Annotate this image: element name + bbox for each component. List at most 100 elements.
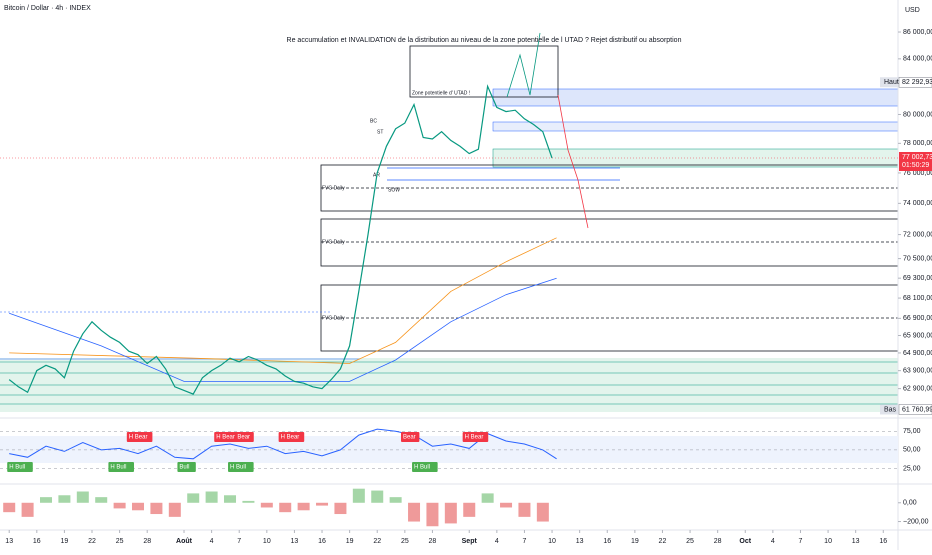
y-tick-label: 76 000,00 [903, 170, 932, 177]
divergence-text: H Bull [230, 465, 246, 471]
macd-bar [316, 502, 329, 506]
divergence-text: H Bull [110, 465, 126, 471]
macd-bar [58, 495, 71, 503]
annotation: Zone potentielle d' UTAD ! [412, 90, 470, 96]
macd-bar [463, 502, 476, 517]
divergence-label [235, 432, 254, 442]
divergence-text: Bear [237, 435, 250, 441]
macd-bar [40, 497, 53, 503]
x-tick-label: 16 [603, 538, 611, 545]
macd-bar [518, 502, 531, 517]
x-tick-label: 7 [522, 538, 526, 545]
currency: USD [905, 7, 920, 14]
y-tick-label: 84 000,00 [903, 56, 932, 63]
x-tick-label: 16 [879, 538, 887, 545]
y-tick-label: 64 900,00 [903, 350, 932, 357]
macd-bar [389, 497, 402, 503]
x-tick-label: 19 [631, 538, 639, 545]
x-tick-label: 4 [495, 538, 499, 545]
x-tick-label: 25 [116, 538, 124, 545]
y-tick-label: 74 000,00 [903, 200, 932, 207]
divergence-label [177, 462, 196, 472]
divergence-label [108, 462, 135, 472]
y-tick-label: 65 900,00 [903, 332, 932, 339]
y-tick-label: 75,00 [903, 428, 921, 435]
divergence-text: H Bear [281, 435, 300, 441]
price-label [898, 77, 932, 88]
scenario-arrow [506, 32, 541, 98]
x-tick-label: 19 [61, 538, 69, 545]
y-tick-label: −200,00 [903, 518, 929, 525]
annotation: Re accumulation et INVALIDATION de la di… [287, 37, 682, 44]
scenario-arrow [557, 94, 589, 229]
supply-zone [492, 88, 899, 107]
divergence-label [126, 432, 153, 442]
y-tick-label: 25,00 [903, 465, 921, 472]
macd-bar [168, 502, 181, 517]
annotation: ST [377, 129, 383, 135]
supply-zone [492, 121, 899, 132]
macd-bar [95, 497, 108, 503]
symbol-title: Bitcoin / Dollar · 4h · INDEX [4, 5, 91, 12]
y-tick-label: 0,00 [903, 500, 917, 507]
divergence-label [7, 462, 33, 472]
macd-bar [297, 502, 310, 511]
annotation: FVG Daily [322, 185, 345, 191]
label-bg [880, 77, 898, 88]
y-tick-label: 86 000,00 [903, 29, 932, 36]
macd-bar [371, 490, 384, 503]
macd-bar [334, 502, 347, 515]
x-tick-label: 22 [88, 538, 96, 545]
macd-bar [224, 495, 237, 503]
macd-bar [21, 502, 34, 517]
macd-bar [132, 502, 145, 511]
x-tick-label: 22 [659, 538, 667, 545]
countdown: 01:50:29 [902, 162, 929, 169]
annotation: FVG Daily [322, 315, 345, 321]
macd-bar [205, 491, 218, 503]
y-tick-label: 78 000,00 [903, 140, 932, 147]
last-price: 77 002,73 [902, 154, 932, 161]
divergence-text: Bear [403, 435, 416, 441]
x-tick-label: 16 [318, 538, 326, 545]
x-tick-label: 25 [686, 538, 694, 545]
divergence-text: H Bear [129, 435, 148, 441]
divergence-text: H Bear [216, 435, 235, 441]
divergence-text: Bull [179, 465, 189, 471]
divergence-label [228, 462, 254, 472]
annotation: BC [370, 118, 377, 124]
x-tick-label: Sept [462, 538, 478, 545]
x-tick-label: 4 [210, 538, 214, 545]
x-tick-label: Août [176, 538, 193, 545]
moving-average [9, 237, 557, 364]
moving-average [9, 277, 557, 382]
x-tick-label: 22 [373, 538, 381, 545]
label-bg [880, 404, 898, 415]
divergence-label [412, 462, 438, 472]
macd-bar [426, 502, 439, 527]
divergence-label [400, 432, 420, 442]
divergence-label [278, 432, 305, 442]
macd-bar [481, 493, 494, 503]
x-tick-label: Oct [739, 538, 751, 545]
macd-bar [500, 502, 513, 508]
annotation: SOW [388, 187, 400, 193]
macd-bar [242, 500, 255, 503]
x-tick-label: 28 [429, 538, 437, 545]
x-tick-label: 7 [237, 538, 241, 545]
price-label-text: 82 292,93 [902, 79, 932, 86]
macd-bar [76, 491, 89, 503]
macd-bar [3, 502, 16, 513]
macd-bar [444, 502, 457, 524]
y-tick-label: 72 000,00 [903, 231, 932, 238]
x-tick-label: 19 [346, 538, 354, 545]
y-tick-label: 50,00 [903, 447, 921, 454]
x-tick-label: 13 [5, 538, 13, 545]
x-tick-label: 13 [852, 538, 860, 545]
divergence-label [462, 432, 489, 442]
price-label-name: Haut [884, 79, 899, 86]
macd-bar [187, 493, 200, 503]
price-label-text: 61 760,99 [902, 406, 932, 413]
